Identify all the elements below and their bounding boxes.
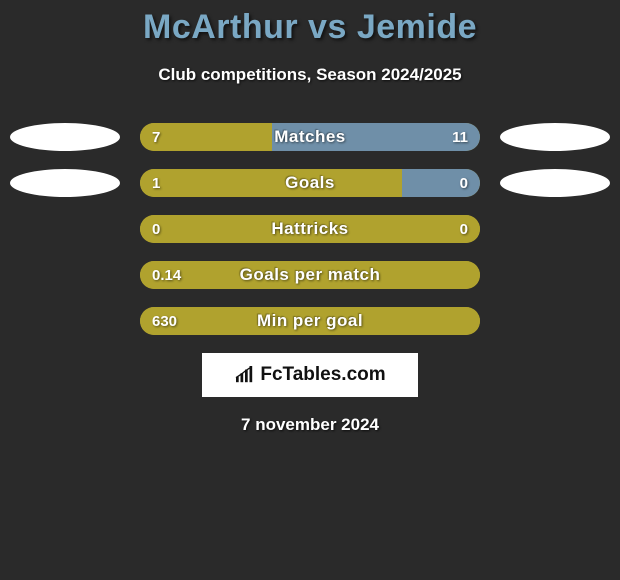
stat-bar: 630Min per goal <box>140 307 480 335</box>
stat-bar: 711Matches <box>140 123 480 151</box>
stat-row: 630Min per goal <box>0 307 620 335</box>
player-left-ellipse <box>10 169 120 197</box>
stat-label: Goals per match <box>140 261 480 289</box>
bar-chart-icon <box>234 366 256 384</box>
stat-row: 0.14Goals per match <box>0 261 620 289</box>
ellipse-spacer <box>500 261 610 289</box>
stat-label: Matches <box>140 123 480 151</box>
ellipse-spacer <box>10 261 120 289</box>
logo: FcTables.com <box>234 364 385 386</box>
stat-rows: 711Matches 10Goals 00Hattricks 0.14Goals pe… <box>0 123 620 335</box>
player-right-ellipse <box>500 123 610 151</box>
stat-row: 10Goals <box>0 169 620 197</box>
stat-label: Min per goal <box>140 307 480 335</box>
comparison-widget: McArthur vs Jemide Club competitions, Se… <box>0 0 620 435</box>
stat-label: Goals <box>140 169 480 197</box>
stat-label: Hattricks <box>140 215 480 243</box>
page-title: McArthur vs Jemide <box>0 8 620 47</box>
stat-row: 00Hattricks <box>0 215 620 243</box>
player-right-ellipse <box>500 169 610 197</box>
player-left-ellipse <box>10 123 120 151</box>
logo-box: FcTables.com <box>202 353 418 397</box>
stat-bar: 10Goals <box>140 169 480 197</box>
ellipse-spacer <box>10 215 120 243</box>
stat-row: 711Matches <box>0 123 620 151</box>
ellipse-spacer <box>500 215 610 243</box>
subtitle: Club competitions, Season 2024/2025 <box>0 65 620 85</box>
stat-bar: 00Hattricks <box>140 215 480 243</box>
stat-bar: 0.14Goals per match <box>140 261 480 289</box>
ellipse-spacer <box>500 307 610 335</box>
ellipse-spacer <box>10 307 120 335</box>
logo-text: FcTables.com <box>260 364 385 386</box>
date: 7 november 2024 <box>0 415 620 435</box>
